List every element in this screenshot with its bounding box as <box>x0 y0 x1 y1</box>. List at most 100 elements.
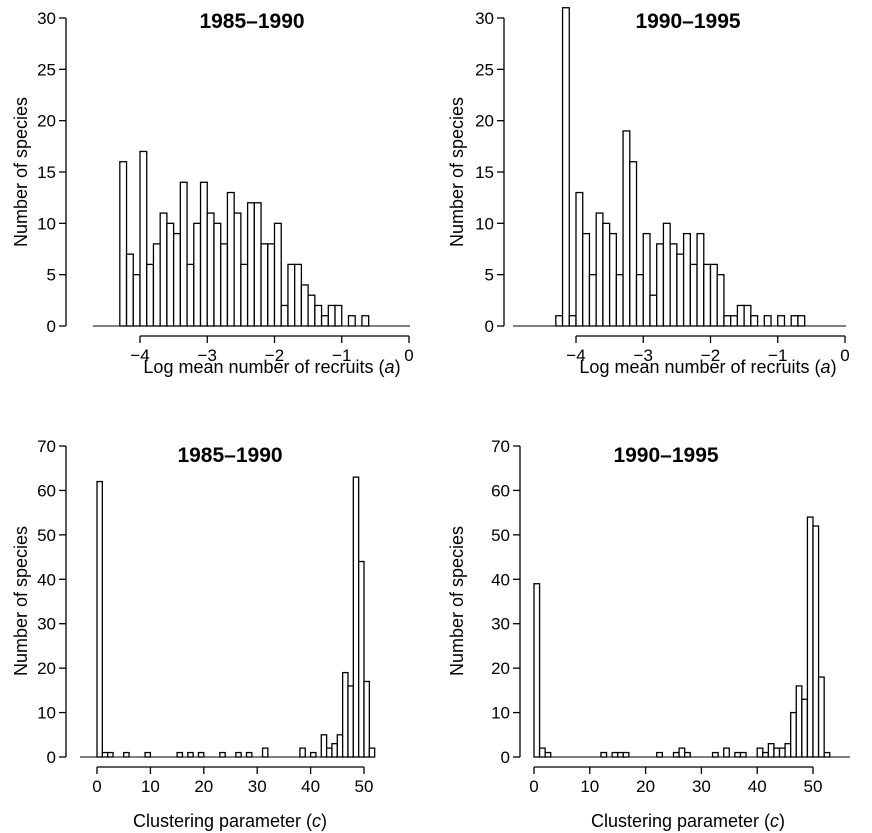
x-axis-label: Clustering parameter (c) <box>591 811 785 831</box>
histogram-bar <box>762 751 770 758</box>
y-tick-label: 10 <box>491 704 510 723</box>
y-tick-label: 20 <box>475 112 494 131</box>
y-tick-label: 40 <box>491 570 510 589</box>
histogram-bar <box>197 751 205 758</box>
histogram-bar <box>341 671 349 758</box>
x-tick-label: −4 <box>566 346 585 365</box>
x-tick-label: 30 <box>692 777 711 796</box>
histogram-bar <box>555 315 564 327</box>
histogram-bar <box>622 751 630 758</box>
x-tick-label: −3 <box>198 346 217 365</box>
histogram-bar <box>608 232 617 327</box>
x-tick-label: 50 <box>804 777 823 796</box>
histogram-bar <box>96 480 103 758</box>
histogram-bar <box>363 680 370 758</box>
histogram-bar <box>206 212 215 327</box>
histogram-bar <box>186 263 195 327</box>
histogram-bar <box>595 212 604 327</box>
y-tick-label: 5 <box>485 266 494 285</box>
histogram-bar <box>806 516 814 758</box>
histogram-bar <box>544 751 552 758</box>
histogram-bar <box>172 232 181 327</box>
y-tick-label: 0 <box>485 317 494 336</box>
y-axis-label: Number of species <box>11 526 31 676</box>
histogram-bar <box>159 212 168 327</box>
histogram-bar <box>347 685 354 758</box>
histogram-bar <box>260 243 269 327</box>
histogram-bar <box>784 743 792 758</box>
histogram-bar <box>649 294 658 327</box>
histogram-bar <box>763 315 772 327</box>
y-tick-label: 30 <box>491 615 510 634</box>
histogram-bar <box>152 243 161 327</box>
histogram-bar <box>146 263 155 327</box>
histogram-bar <box>656 243 665 327</box>
histogram-bar <box>730 315 739 327</box>
x-tick-label: 30 <box>248 777 267 796</box>
y-tick-label: 10 <box>475 214 494 233</box>
histogram-bar <box>179 181 188 327</box>
panel-bottom-left: 1985–1990 Number of species Clustering p… <box>11 437 376 831</box>
histogram-bar <box>743 304 752 327</box>
histogram-bar <box>561 7 570 327</box>
y-axis-label: Number of species <box>11 97 31 247</box>
histogram-bar <box>119 161 128 327</box>
histogram-bar <box>582 232 591 327</box>
histogram-bar <box>672 751 680 758</box>
y-axis-label: Number of species <box>447 526 467 676</box>
histogram-bar <box>226 191 235 327</box>
histogram-bar <box>736 304 745 327</box>
histogram-bar <box>568 315 577 327</box>
histogram-bar <box>611 751 619 758</box>
histogram-bar <box>300 284 309 327</box>
histogram-bar <box>656 751 663 758</box>
histogram-bar <box>233 212 242 327</box>
histogram-bar <box>320 734 328 758</box>
histogram-bar <box>287 263 296 327</box>
histogram-bar <box>801 698 809 758</box>
chart-title: 1985–1990 <box>199 10 304 33</box>
histogram-bar <box>689 263 698 327</box>
histogram-bar <box>336 734 344 758</box>
x-tick-label: 0 <box>840 346 849 365</box>
y-tick-label: 10 <box>37 704 56 723</box>
histogram-bar <box>817 676 825 758</box>
x-tick-label: 40 <box>301 777 320 796</box>
x-axis-label: Log mean number of recruits (a) <box>579 357 836 377</box>
histogram-bar <box>711 751 719 758</box>
histogram-bar <box>622 130 631 327</box>
histogram-bar <box>684 751 691 758</box>
y-tick-label: 15 <box>37 163 56 182</box>
histogram-bar <box>723 315 732 327</box>
histogram-bar <box>320 315 329 327</box>
histogram-bar <box>176 751 184 758</box>
histogram-bar <box>213 222 222 327</box>
histogram-bar <box>602 222 611 327</box>
y-axis-label: Number of species <box>447 97 467 247</box>
histogram-bar <box>617 751 624 758</box>
y-tick-label: 25 <box>37 60 56 79</box>
histogram-bar <box>235 751 242 758</box>
histogram-bar <box>812 525 820 758</box>
histogram-bar <box>682 232 691 327</box>
x-tick-label: 40 <box>748 777 767 796</box>
panel-top-left: 1985–1990 Number of species Log mean num… <box>11 9 414 377</box>
x-tick-label: 0 <box>404 346 413 365</box>
histogram-bar <box>709 263 718 327</box>
histogram-bar <box>588 274 597 327</box>
histogram-bar <box>368 747 376 758</box>
histogram-bar <box>327 304 336 327</box>
histogram-bar <box>299 747 306 758</box>
histogram-bar <box>107 751 114 758</box>
histogram-bar <box>750 315 759 327</box>
histogram-bar <box>220 243 229 327</box>
histogram-bar <box>756 747 764 758</box>
x-axis-label: Clustering parameter (c) <box>133 811 327 831</box>
x-tick-label: 10 <box>580 777 599 796</box>
histogram-bar <box>777 315 786 327</box>
x-tick-label: 50 <box>355 777 374 796</box>
histogram-bar <box>280 304 289 327</box>
histogram-bar <box>533 583 541 758</box>
histogram-bar <box>575 191 584 327</box>
